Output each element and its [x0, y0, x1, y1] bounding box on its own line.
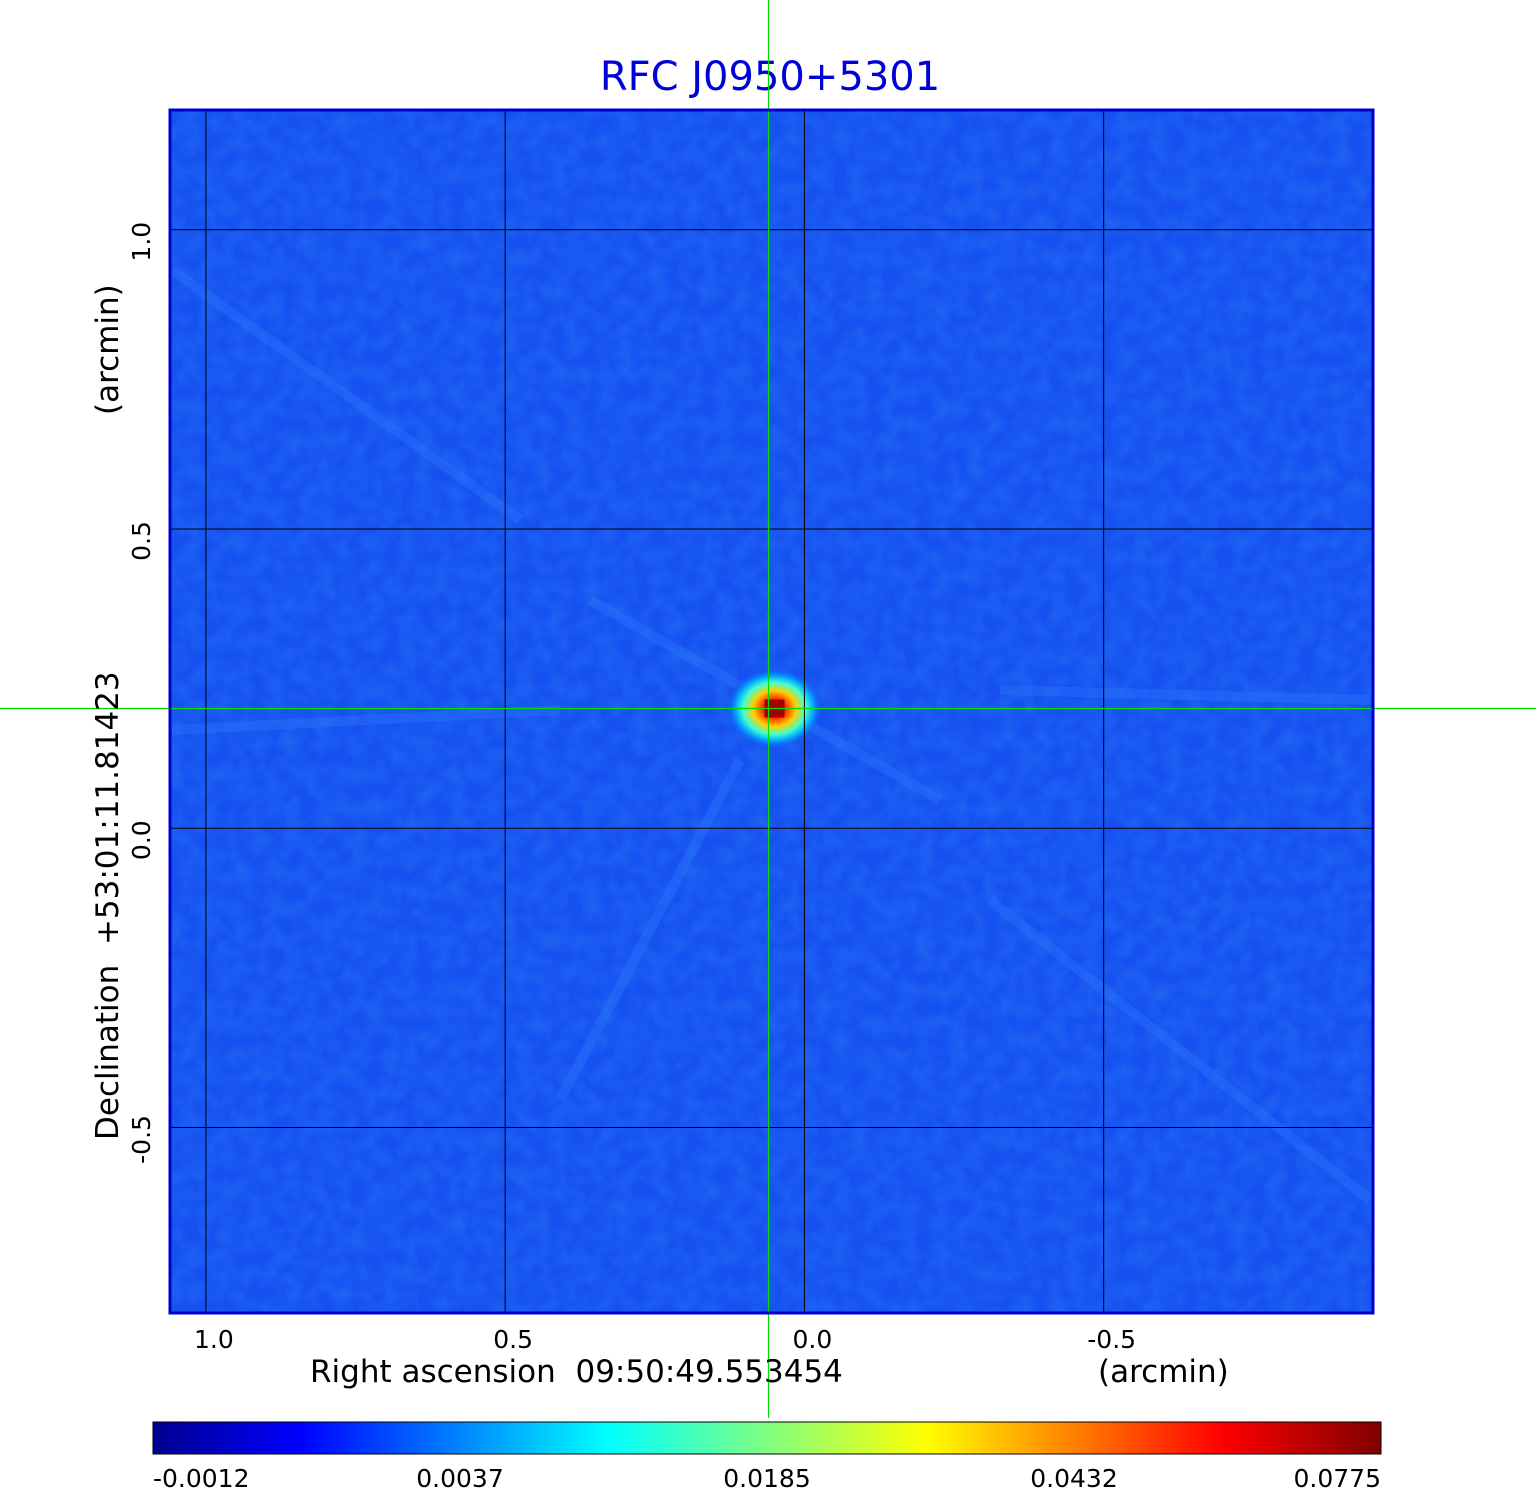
- y-tick-label: 1.0: [127, 222, 156, 262]
- x-axis-label: Right ascension 09:50:49.553454: [310, 1354, 843, 1390]
- colorbar: [152, 1421, 1382, 1455]
- plot-frame: [168, 108, 1375, 1315]
- x-tick-label: -0.5: [1087, 1325, 1136, 1354]
- colorbar-tick-label: 0.0432: [1030, 1464, 1117, 1493]
- y-tick-label: 0.0: [127, 820, 156, 860]
- y-tick-label: -0.5: [127, 1115, 156, 1164]
- colorbar-tick-label: 0.0185: [723, 1464, 810, 1493]
- crosshair: [0, 0, 1536, 1418]
- colorbar-tick-label: 0.0775: [1294, 1464, 1381, 1493]
- x-tick-label: 1.0: [194, 1325, 234, 1354]
- colorbar-tick-label: -0.0012: [153, 1464, 250, 1493]
- grid: [170, 110, 1373, 1313]
- x-axis-unit: (arcmin): [1098, 1354, 1229, 1390]
- y-axis-label: Declination +53:01:11.81423: [90, 671, 126, 1140]
- x-tick-label: 0.0: [793, 1325, 833, 1354]
- x-tick-labels: 1.0 0.5 0.0 -0.5: [194, 1325, 1136, 1354]
- y-tick-label: 0.5: [127, 521, 156, 561]
- y-tick-labels: 1.0 0.5 0.0 -0.5: [127, 222, 156, 1164]
- chart-title: RFC J0950+5301: [600, 54, 940, 100]
- x-tick-label: 0.5: [493, 1325, 533, 1354]
- y-axis-unit: (arcmin): [90, 284, 126, 415]
- colorbar-tick-label: 0.0037: [416, 1464, 503, 1493]
- map-image: [169, 110, 1374, 1313]
- colorbar-tick-labels: -0.0012 0.0037 0.0185 0.0432 0.0775: [153, 1464, 1381, 1493]
